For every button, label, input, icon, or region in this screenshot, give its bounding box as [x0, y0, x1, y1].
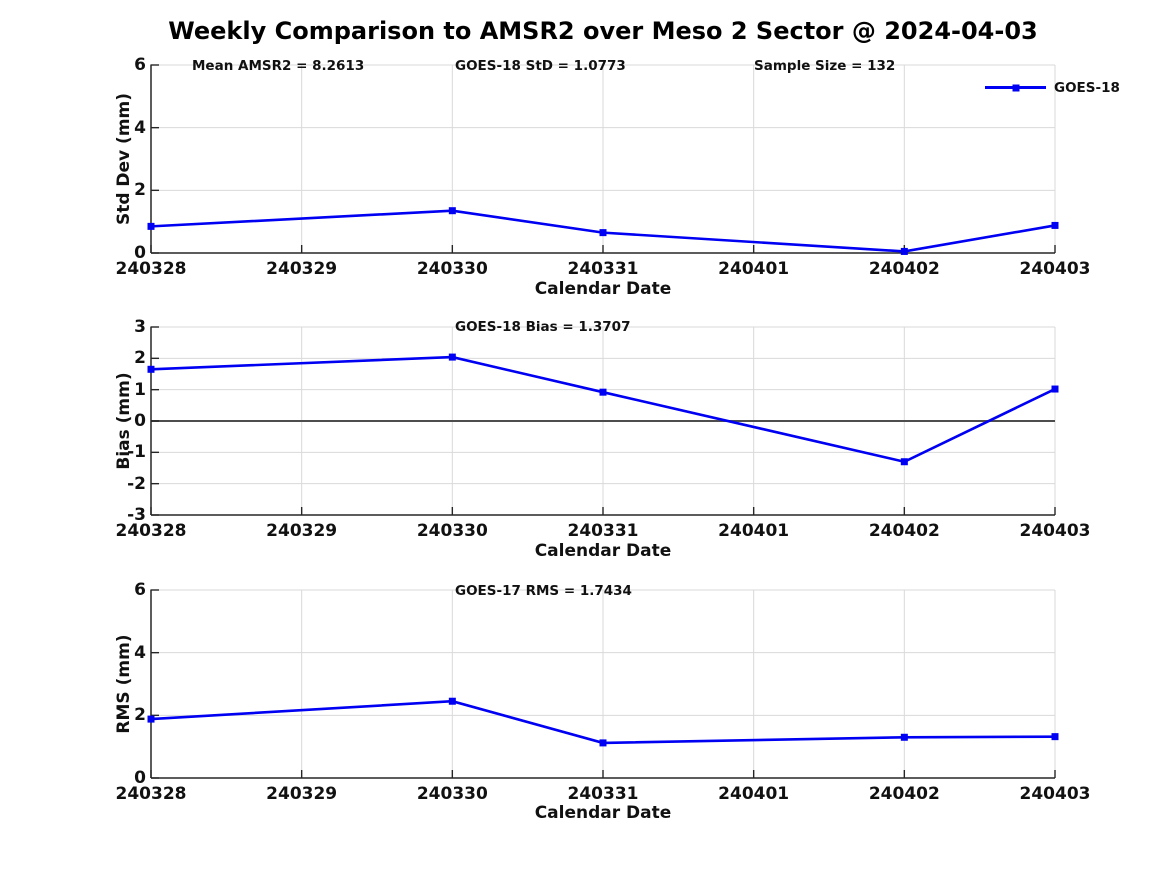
x-tick-label: 240402	[868, 521, 940, 541]
y-tick-label: 4	[134, 117, 146, 138]
figure-title: Weekly Comparison to AMSR2 over Meso 2 S…	[168, 17, 1038, 45]
data-point-marker	[1051, 733, 1059, 741]
x-tick-label: 240401	[718, 259, 790, 279]
legend-label: GOES-18	[1054, 79, 1120, 96]
data-point-marker	[147, 222, 155, 230]
x-tick-label: 240401	[718, 784, 790, 804]
x-tick-label: 240329	[266, 259, 338, 279]
x-tick-label: 240403	[1019, 784, 1091, 804]
y-tick-label: 6	[134, 55, 146, 75]
data-point-marker	[900, 458, 908, 466]
data-point-marker	[1051, 385, 1059, 393]
annotation-goes18-std: GOES-18 StD = 1.0773	[455, 58, 626, 74]
y-tick-label: -2	[127, 473, 146, 494]
data-point-marker	[900, 247, 908, 255]
data-point-marker	[147, 715, 155, 723]
legend-line-sample	[985, 84, 1046, 91]
legend-marker-icon	[1012, 84, 1019, 91]
x-tick-label: 240403	[1019, 259, 1091, 279]
x-tick-label: 240330	[416, 784, 488, 804]
y-tick-label: 4	[134, 642, 146, 663]
data-point-marker	[599, 388, 607, 396]
x-tick-label: 240331	[567, 784, 639, 804]
y-tick-label: -1	[127, 442, 146, 463]
data-point-marker	[1051, 221, 1059, 229]
x-tick-label: 240328	[115, 521, 187, 541]
x-tick-label: 240328	[115, 784, 187, 804]
y-tick-label: 0	[134, 243, 146, 263]
y-tick-label: 3	[134, 317, 146, 337]
x-tick-label: 240328	[115, 259, 187, 279]
x-tick-label: 240331	[567, 521, 639, 541]
data-point-marker	[147, 365, 155, 373]
x-tick-label: 240402	[868, 784, 940, 804]
annotation-mean-amsr2: Mean AMSR2 = 8.2613	[192, 58, 365, 74]
legend: GOES-18	[985, 79, 1120, 96]
y-tick-label: 1	[134, 379, 146, 400]
x-tick-label: 240402	[868, 259, 940, 279]
x-axis-label-3: Calendar Date	[534, 803, 672, 823]
y-tick-label: -3	[127, 505, 146, 525]
x-tick-label: 240329	[266, 521, 338, 541]
data-point-marker	[448, 353, 456, 361]
y-tick-label: 2	[134, 705, 146, 726]
y-tick-label: 6	[134, 580, 146, 600]
x-tick-label: 240403	[1019, 521, 1091, 541]
data-point-marker	[900, 733, 908, 741]
data-point-marker	[599, 229, 607, 237]
annotation-sample-size: Sample Size = 132	[754, 58, 896, 74]
y-tick-label: 2	[134, 348, 146, 369]
x-tick-label: 240330	[416, 259, 488, 279]
x-tick-label: 240401	[718, 521, 790, 541]
y-tick-label: 0	[134, 411, 146, 431]
y-tick-label: 2	[134, 180, 146, 201]
x-tick-label: 240329	[266, 784, 338, 804]
x-axis-label-2: Calendar Date	[534, 541, 672, 561]
x-axis-label-1: Calendar Date	[534, 279, 672, 299]
y-axis-label-std-dev: Std Dev (mm)	[114, 92, 134, 226]
x-tick-label: 240330	[416, 521, 488, 541]
y-tick-label: 0	[134, 768, 146, 788]
data-point-marker	[599, 739, 607, 747]
annotation-goes18-bias: GOES-18 Bias = 1.3707	[455, 319, 631, 335]
x-tick-label: 240331	[567, 259, 639, 279]
annotation-goes17-rms: GOES-17 RMS = 1.7434	[455, 583, 632, 599]
data-point-marker	[448, 697, 456, 705]
data-point-marker	[448, 207, 456, 215]
